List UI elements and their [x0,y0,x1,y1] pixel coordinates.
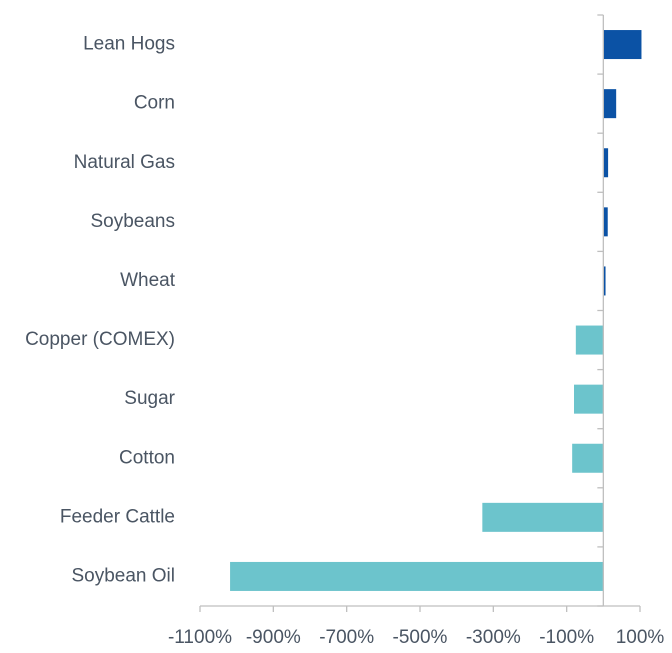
y-tick-label: Corn [134,93,175,114]
bar [572,443,604,473]
bar [482,502,604,532]
bar [574,384,604,414]
y-tick-label: Natural Gas [74,152,175,173]
x-tick-label: -500% [393,627,448,648]
bar [603,89,617,119]
x-tick-label: -100% [539,627,594,648]
bar [230,561,604,591]
y-tick-label: Copper (COMEX) [25,329,175,350]
y-tick-label: Sugar [124,388,175,409]
x-tick-label: -300% [466,627,521,648]
x-tick-label: -1100% [168,627,232,648]
y-tick-label: Feeder Cattle [60,506,175,527]
y-tick-label: Lean Hogs [83,34,175,55]
y-tick-label: Soybeans [90,211,175,232]
bar [603,30,642,60]
bar [603,266,606,296]
x-tick-label: -900% [246,627,301,648]
x-tick-label: -700% [319,627,374,648]
bar [603,207,608,237]
x-tick-label: 100% [616,627,665,648]
y-tick-label: Cotton [119,447,175,468]
y-tick-label: Wheat [120,270,176,291]
y-tick-label: Soybean Oil [71,565,175,586]
bar [575,325,604,355]
bar [603,148,609,178]
